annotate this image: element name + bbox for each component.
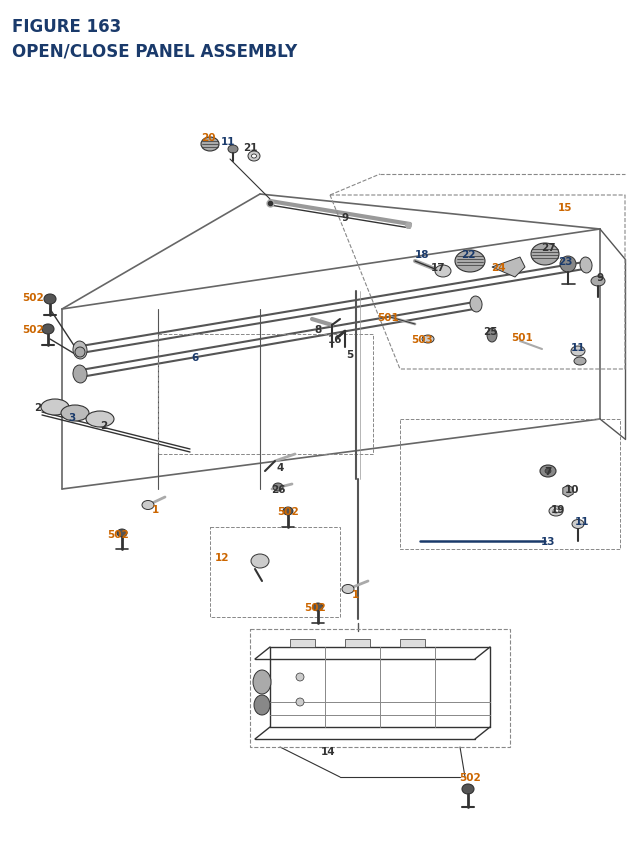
Text: 22: 22 xyxy=(461,250,476,260)
Ellipse shape xyxy=(553,510,559,513)
Text: 26: 26 xyxy=(271,485,285,494)
Text: 25: 25 xyxy=(483,326,497,337)
Text: 502: 502 xyxy=(459,772,481,782)
Text: 15: 15 xyxy=(557,202,572,213)
Ellipse shape xyxy=(273,483,283,492)
Ellipse shape xyxy=(253,670,271,694)
Ellipse shape xyxy=(201,138,219,152)
Text: 3: 3 xyxy=(68,412,76,423)
Text: 17: 17 xyxy=(431,263,445,273)
Text: 21: 21 xyxy=(243,143,257,152)
Ellipse shape xyxy=(61,406,89,422)
Ellipse shape xyxy=(296,673,304,681)
Text: 7: 7 xyxy=(544,467,552,476)
Text: 18: 18 xyxy=(415,250,429,260)
Text: 501: 501 xyxy=(377,313,399,323)
Ellipse shape xyxy=(73,342,87,360)
Ellipse shape xyxy=(42,325,54,335)
Ellipse shape xyxy=(254,695,270,715)
Ellipse shape xyxy=(540,466,556,478)
Ellipse shape xyxy=(572,520,584,529)
Ellipse shape xyxy=(462,784,474,794)
Ellipse shape xyxy=(591,276,605,287)
Text: OPEN/CLOSE PANEL ASSEMBLY: OPEN/CLOSE PANEL ASSEMBLY xyxy=(12,42,297,60)
Text: 5: 5 xyxy=(346,350,354,360)
Text: 16: 16 xyxy=(328,335,342,344)
Text: 4: 4 xyxy=(276,462,284,473)
Ellipse shape xyxy=(545,469,551,474)
Ellipse shape xyxy=(574,357,586,366)
Text: 9: 9 xyxy=(341,213,349,223)
Ellipse shape xyxy=(549,506,563,517)
Ellipse shape xyxy=(296,698,304,706)
Ellipse shape xyxy=(470,297,482,313)
Ellipse shape xyxy=(283,507,293,516)
Text: 501: 501 xyxy=(511,332,533,343)
Text: 1: 1 xyxy=(351,589,358,599)
Polygon shape xyxy=(492,257,525,278)
Ellipse shape xyxy=(435,266,451,278)
Circle shape xyxy=(75,348,85,357)
Text: 6: 6 xyxy=(191,353,198,362)
Text: 13: 13 xyxy=(541,536,556,547)
Ellipse shape xyxy=(86,412,114,428)
Text: 11: 11 xyxy=(221,137,236,147)
Text: 502: 502 xyxy=(22,325,44,335)
Ellipse shape xyxy=(142,501,154,510)
Bar xyxy=(400,419,620,549)
Ellipse shape xyxy=(571,347,585,356)
Text: FIGURE 163: FIGURE 163 xyxy=(12,18,121,36)
Ellipse shape xyxy=(422,336,434,344)
Ellipse shape xyxy=(531,244,559,266)
Text: 2: 2 xyxy=(35,403,42,412)
Ellipse shape xyxy=(252,155,257,158)
Ellipse shape xyxy=(44,294,56,305)
Text: 10: 10 xyxy=(564,485,579,494)
Text: 19: 19 xyxy=(551,505,565,514)
Text: 12: 12 xyxy=(215,553,229,562)
Bar xyxy=(210,528,340,617)
Ellipse shape xyxy=(248,152,260,162)
Ellipse shape xyxy=(313,604,323,611)
Ellipse shape xyxy=(455,251,485,273)
Text: 27: 27 xyxy=(541,243,556,253)
Text: 14: 14 xyxy=(321,746,335,756)
Text: 11: 11 xyxy=(571,343,585,353)
Bar xyxy=(158,335,373,455)
Text: 23: 23 xyxy=(557,257,572,267)
Text: 8: 8 xyxy=(314,325,322,335)
Text: 502: 502 xyxy=(304,603,326,612)
Text: 1: 1 xyxy=(152,505,159,514)
Text: 503: 503 xyxy=(411,335,433,344)
Ellipse shape xyxy=(117,530,127,537)
Ellipse shape xyxy=(73,366,87,383)
Text: 502: 502 xyxy=(107,530,129,539)
Bar xyxy=(345,639,370,647)
Ellipse shape xyxy=(251,554,269,568)
Text: 24: 24 xyxy=(491,263,506,273)
Text: 502: 502 xyxy=(22,293,44,303)
Text: 9: 9 xyxy=(596,273,604,282)
Bar xyxy=(250,629,510,747)
Ellipse shape xyxy=(342,585,354,594)
Text: 11: 11 xyxy=(575,517,589,526)
Ellipse shape xyxy=(41,400,69,416)
Circle shape xyxy=(560,257,576,273)
Ellipse shape xyxy=(487,329,497,343)
Ellipse shape xyxy=(228,146,238,154)
Text: 2: 2 xyxy=(100,420,108,430)
Bar xyxy=(290,639,315,647)
Text: 20: 20 xyxy=(201,133,215,143)
Ellipse shape xyxy=(580,257,592,274)
Bar xyxy=(400,639,425,647)
Text: 502: 502 xyxy=(277,506,299,517)
